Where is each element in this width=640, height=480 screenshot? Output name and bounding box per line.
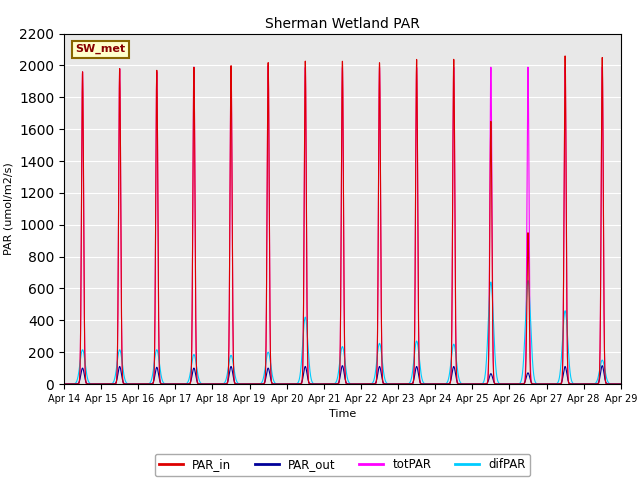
PAR_in	[616, 381, 624, 387]
PAR_in	[436, 381, 444, 387]
PAR_in	[617, 381, 625, 387]
Line: PAR_in: PAR_in	[64, 56, 621, 384]
totPAR	[616, 381, 624, 387]
totPAR	[499, 381, 507, 387]
PAR_out	[60, 381, 68, 387]
PAR_out	[322, 381, 330, 387]
Line: totPAR: totPAR	[64, 66, 621, 384]
difPAR	[60, 381, 68, 387]
PAR_in	[160, 381, 168, 387]
PAR_out	[160, 381, 168, 387]
totPAR	[322, 381, 330, 387]
difPAR	[524, 277, 532, 283]
PAR_out	[616, 381, 624, 387]
Text: SW_met: SW_met	[75, 44, 125, 54]
difPAR	[616, 381, 624, 387]
totPAR	[436, 381, 444, 387]
PAR_in	[467, 381, 475, 387]
totPAR	[617, 381, 625, 387]
PAR_out	[499, 381, 506, 387]
totPAR	[467, 381, 475, 387]
PAR_out	[467, 381, 475, 387]
Y-axis label: PAR (umol/m2/s): PAR (umol/m2/s)	[3, 162, 13, 255]
totPAR	[160, 381, 168, 387]
PAR_out	[617, 381, 625, 387]
X-axis label: Time: Time	[329, 409, 356, 419]
PAR_in	[60, 381, 68, 387]
PAR_in	[561, 53, 569, 59]
difPAR	[160, 381, 168, 386]
Line: PAR_out: PAR_out	[64, 366, 621, 384]
totPAR	[264, 63, 272, 69]
difPAR	[467, 381, 475, 387]
PAR_in	[322, 381, 330, 387]
totPAR	[60, 381, 68, 387]
Legend: PAR_in, PAR_out, totPAR, difPAR: PAR_in, PAR_out, totPAR, difPAR	[155, 454, 530, 476]
difPAR	[436, 381, 444, 387]
PAR_in	[499, 381, 506, 387]
difPAR	[322, 381, 330, 387]
PAR_out	[436, 381, 444, 387]
difPAR	[499, 381, 506, 387]
PAR_out	[598, 363, 606, 369]
difPAR	[617, 381, 625, 387]
Title: Sherman Wetland PAR: Sherman Wetland PAR	[265, 17, 420, 31]
Line: difPAR: difPAR	[64, 280, 621, 384]
